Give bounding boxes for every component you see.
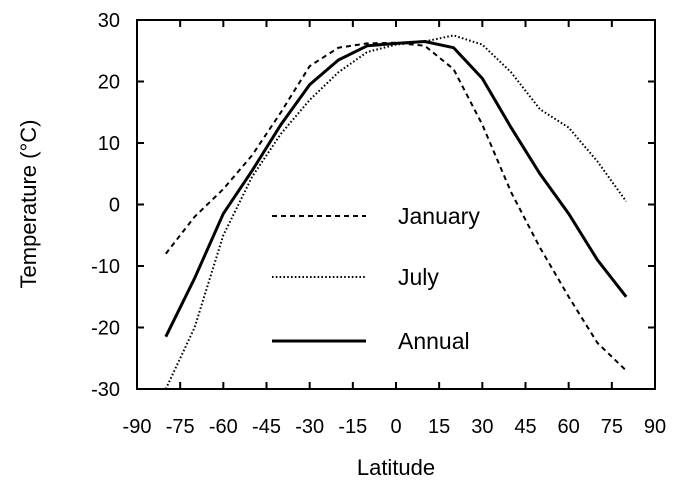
x-tick-label: 30 (471, 416, 493, 438)
x-tick-label: 90 (644, 416, 666, 438)
x-tick-label: 0 (390, 416, 401, 438)
legend-label-annual: Annual (398, 328, 470, 354)
x-tick-label: 15 (428, 416, 450, 438)
legend: January July Annual (272, 203, 480, 354)
y-tick-label: 0 (109, 195, 120, 217)
x-tick-label: 75 (601, 416, 623, 438)
x-tick-label: -30 (295, 416, 324, 438)
series-line-annual (164, 39, 628, 338)
y-tick-label: 10 (98, 133, 120, 155)
x-tick-label: -60 (209, 416, 238, 438)
series-line-july (164, 34, 628, 390)
y-tick-label: -10 (91, 256, 120, 278)
series-line-january (165, 41, 627, 372)
legend-label-july: July (398, 264, 439, 290)
tick-labels-layer: -90 -75 -60 -45 -30 -15 0 15 30 45 60 75 90 30 20 10 0 -1… (91, 10, 666, 438)
plot-frame (136, 19, 656, 390)
x-tick-label: 60 (558, 416, 580, 438)
x-tick-label: -15 (338, 416, 367, 438)
y-tick-label: 30 (98, 10, 120, 32)
legend-label-january: January (398, 203, 480, 229)
ticks-layer (137, 20, 655, 389)
x-tick-label: -45 (252, 416, 281, 438)
series-layer (164, 34, 628, 390)
y-tick-label: -20 (91, 318, 120, 340)
x-tick-label: 45 (514, 416, 536, 438)
y-tick-label: 20 (98, 72, 120, 94)
x-tick-label: -75 (166, 416, 195, 438)
x-tick-label: -90 (123, 416, 152, 438)
y-axis-title: Temperature (°C) (16, 120, 41, 289)
x-axis-title: Latitude (357, 455, 435, 480)
y-tick-label: -30 (91, 379, 120, 401)
